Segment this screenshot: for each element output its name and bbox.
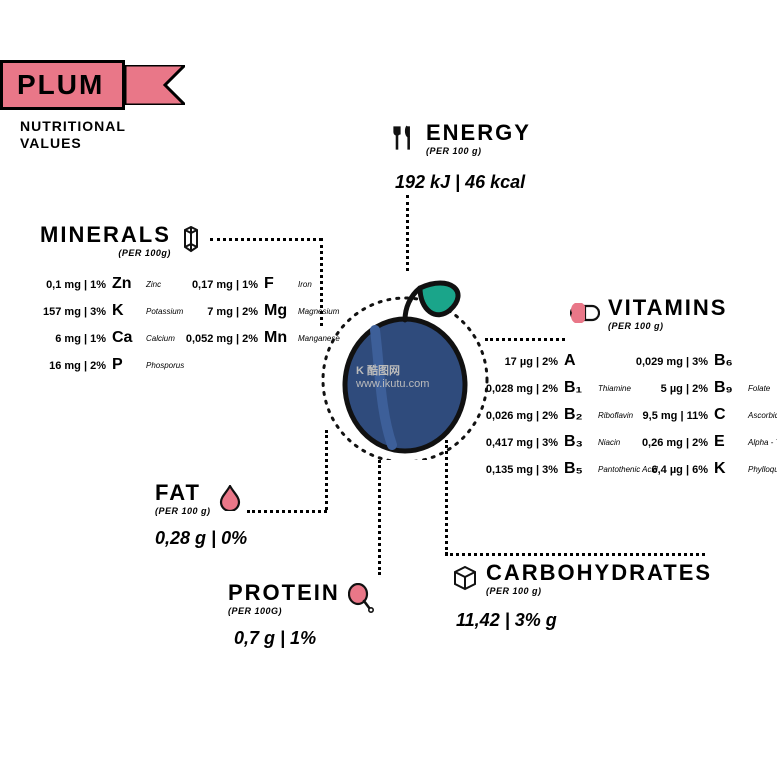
minerals-per: (PER 100g) [40,248,171,258]
minerals-heading: MINERALS (PER 100g) [40,222,203,258]
connector [378,460,381,575]
connector [445,553,705,556]
nutrient-symbol: Ca [112,329,140,347]
nutrient-row: 6 mg | 1%CaCalcium [8,329,184,347]
nutrient-symbol: P [112,356,140,374]
subtitle-line2: VALUES [20,135,126,152]
nutrient-symbol: E [714,433,742,451]
vitamins-per: (PER 100 g) [608,321,727,331]
nutrient-value: 9,5 mg | 11% [610,410,708,422]
nutrient-name: Alpha - Tocopheler [748,438,777,447]
subtitle-line1: NUTRITIONAL [20,118,126,135]
cube-icon [452,565,478,591]
nutrient-name: Phylloquinone [748,465,777,474]
nutrient-symbol: K [714,460,742,478]
title-text: PLUM [0,60,125,110]
nutrient-symbol: Mn [264,329,292,347]
carbs-title: CARBOHYDRATES [486,560,712,586]
vitamins-col2: 0,029 mg | 3% B₆ 5 µg | 2% B₉ Folate 9,5 mg |… [610,352,777,487]
nutrient-name: Zinc [146,280,161,289]
fork-knife-icon [390,124,418,152]
nutrient-symbol: A [564,352,592,370]
nutrient-symbol: B₁ [564,379,592,397]
fat-value: 0,28 g | 0% [155,528,247,549]
meat-icon [348,583,374,613]
connector [406,195,409,271]
subtitle: NUTRITIONAL VALUES [20,118,126,152]
title-ribbon: PLUM [0,60,185,110]
nutrient-row: 9,5 mg | 11% C Ascorbic Acid [610,406,777,424]
nutrient-symbol: B₂ [564,406,592,424]
nutrient-value: 6 mg | 1% [8,333,106,345]
energy-per: (PER 100 g) [426,146,531,156]
nutrient-symbol: B₅ [564,460,592,478]
nutrient-name: Folate [748,384,770,393]
nutrient-row: 0,052 mg | 2%MnManganese [160,329,340,347]
minerals-col2: 0,17 mg | 1%FIron7 mg | 2%MgMagnesium0,0… [160,275,340,356]
protein-per: (PER 100G) [228,606,340,616]
nutrient-name: Phosporus [146,361,184,370]
connector [320,238,323,326]
nutrient-row: 16 mg | 2% P Phosporus [8,356,184,374]
nutrient-value: 0,029 mg | 3% [610,356,708,368]
nutrient-row: 0,1 mg | 1% Zn Zinc [8,275,184,293]
nutrient-value: 0,052 mg | 2% [160,333,258,345]
nutrient-row: 7 mg | 2%MgMagnesium [160,302,340,320]
plum-icon [320,270,490,465]
crystal-icon [179,226,203,254]
connector [485,338,565,341]
protein-heading: PROTEIN (PER 100G) [228,580,374,616]
connector [210,238,322,241]
fat-title: FAT [155,480,211,506]
nutrient-row: 0,17 mg | 1% F Iron [160,275,340,293]
watermark-l2: www.ikutu.com [356,378,429,390]
drop-icon [219,485,241,511]
nutrient-value: 16 mg | 2% [8,360,106,372]
minerals-title: MINERALS [40,222,171,248]
energy-heading: ENERGY (PER 100 g) [390,120,531,156]
nutrient-name: Iron [298,280,312,289]
infographic-canvas: PLUM NUTRITIONAL VALUES ENERGY (PER 100 … [0,0,777,777]
ribbon-tail-icon [125,65,185,105]
nutrient-row: 0,029 mg | 3% B₆ [610,352,777,370]
nutrient-value: 7 mg | 2% [160,306,258,318]
energy-value: 192 kJ | 46 kcal [395,172,525,193]
pill-icon [570,303,600,323]
nutrient-symbol: B₆ [714,352,742,370]
protein-value: 0,7 g | 1% [234,628,316,649]
watermark-l1: K 酷图网 [356,362,400,378]
nutrient-value: 5 µg | 2% [610,383,708,395]
nutrient-row: 5 µg | 2% B₉ Folate [610,379,777,397]
minerals-col1: 0,1 mg | 1%ZnZinc157 mg | 3%KPotassium6 … [8,275,184,383]
nutrient-symbol: Zn [112,275,140,293]
connector [247,510,327,513]
nutrient-symbol: K [112,302,140,320]
nutrient-row: 0,26 mg | 2% E Alpha - Tocopheler [610,433,777,451]
nutrient-symbol: C [714,406,742,424]
nutrient-row: 6,4 µg | 6% K Phylloquinone [610,460,777,478]
energy-title: ENERGY [426,120,531,146]
carbs-value: 11,42 | 3% g [456,610,557,631]
nutrient-symbol: B₉ [714,379,742,397]
vitamins-heading: VITAMINS (PER 100 g) [570,295,727,331]
vitamins-title: VITAMINS [608,295,727,321]
protein-title: PROTEIN [228,580,340,606]
nutrient-symbol: B₃ [564,433,592,451]
nutrient-value: 0,135 mg | 3% [460,464,558,476]
carbs-heading: CARBOHYDRATES (PER 100 g) [452,560,712,596]
fat-heading: FAT (PER 100 g) [155,480,241,516]
nutrient-value: 0,17 mg | 1% [160,279,258,291]
connector [445,440,448,555]
nutrient-name: Ascorbic Acid [748,411,777,420]
carbs-per: (PER 100 g) [486,586,712,596]
nutrient-value: 157 mg | 3% [8,306,106,318]
nutrient-row: 157 mg | 3%KPotassium [8,302,184,320]
nutrient-symbol: Mg [264,302,292,320]
fat-per: (PER 100 g) [155,506,211,516]
nutrient-value: 0,1 mg | 1% [8,279,106,291]
connector [325,430,328,510]
nutrient-symbol: F [264,275,292,293]
nutrient-value: 6,4 µg | 6% [610,464,708,476]
nutrient-value: 0,26 mg | 2% [610,437,708,449]
